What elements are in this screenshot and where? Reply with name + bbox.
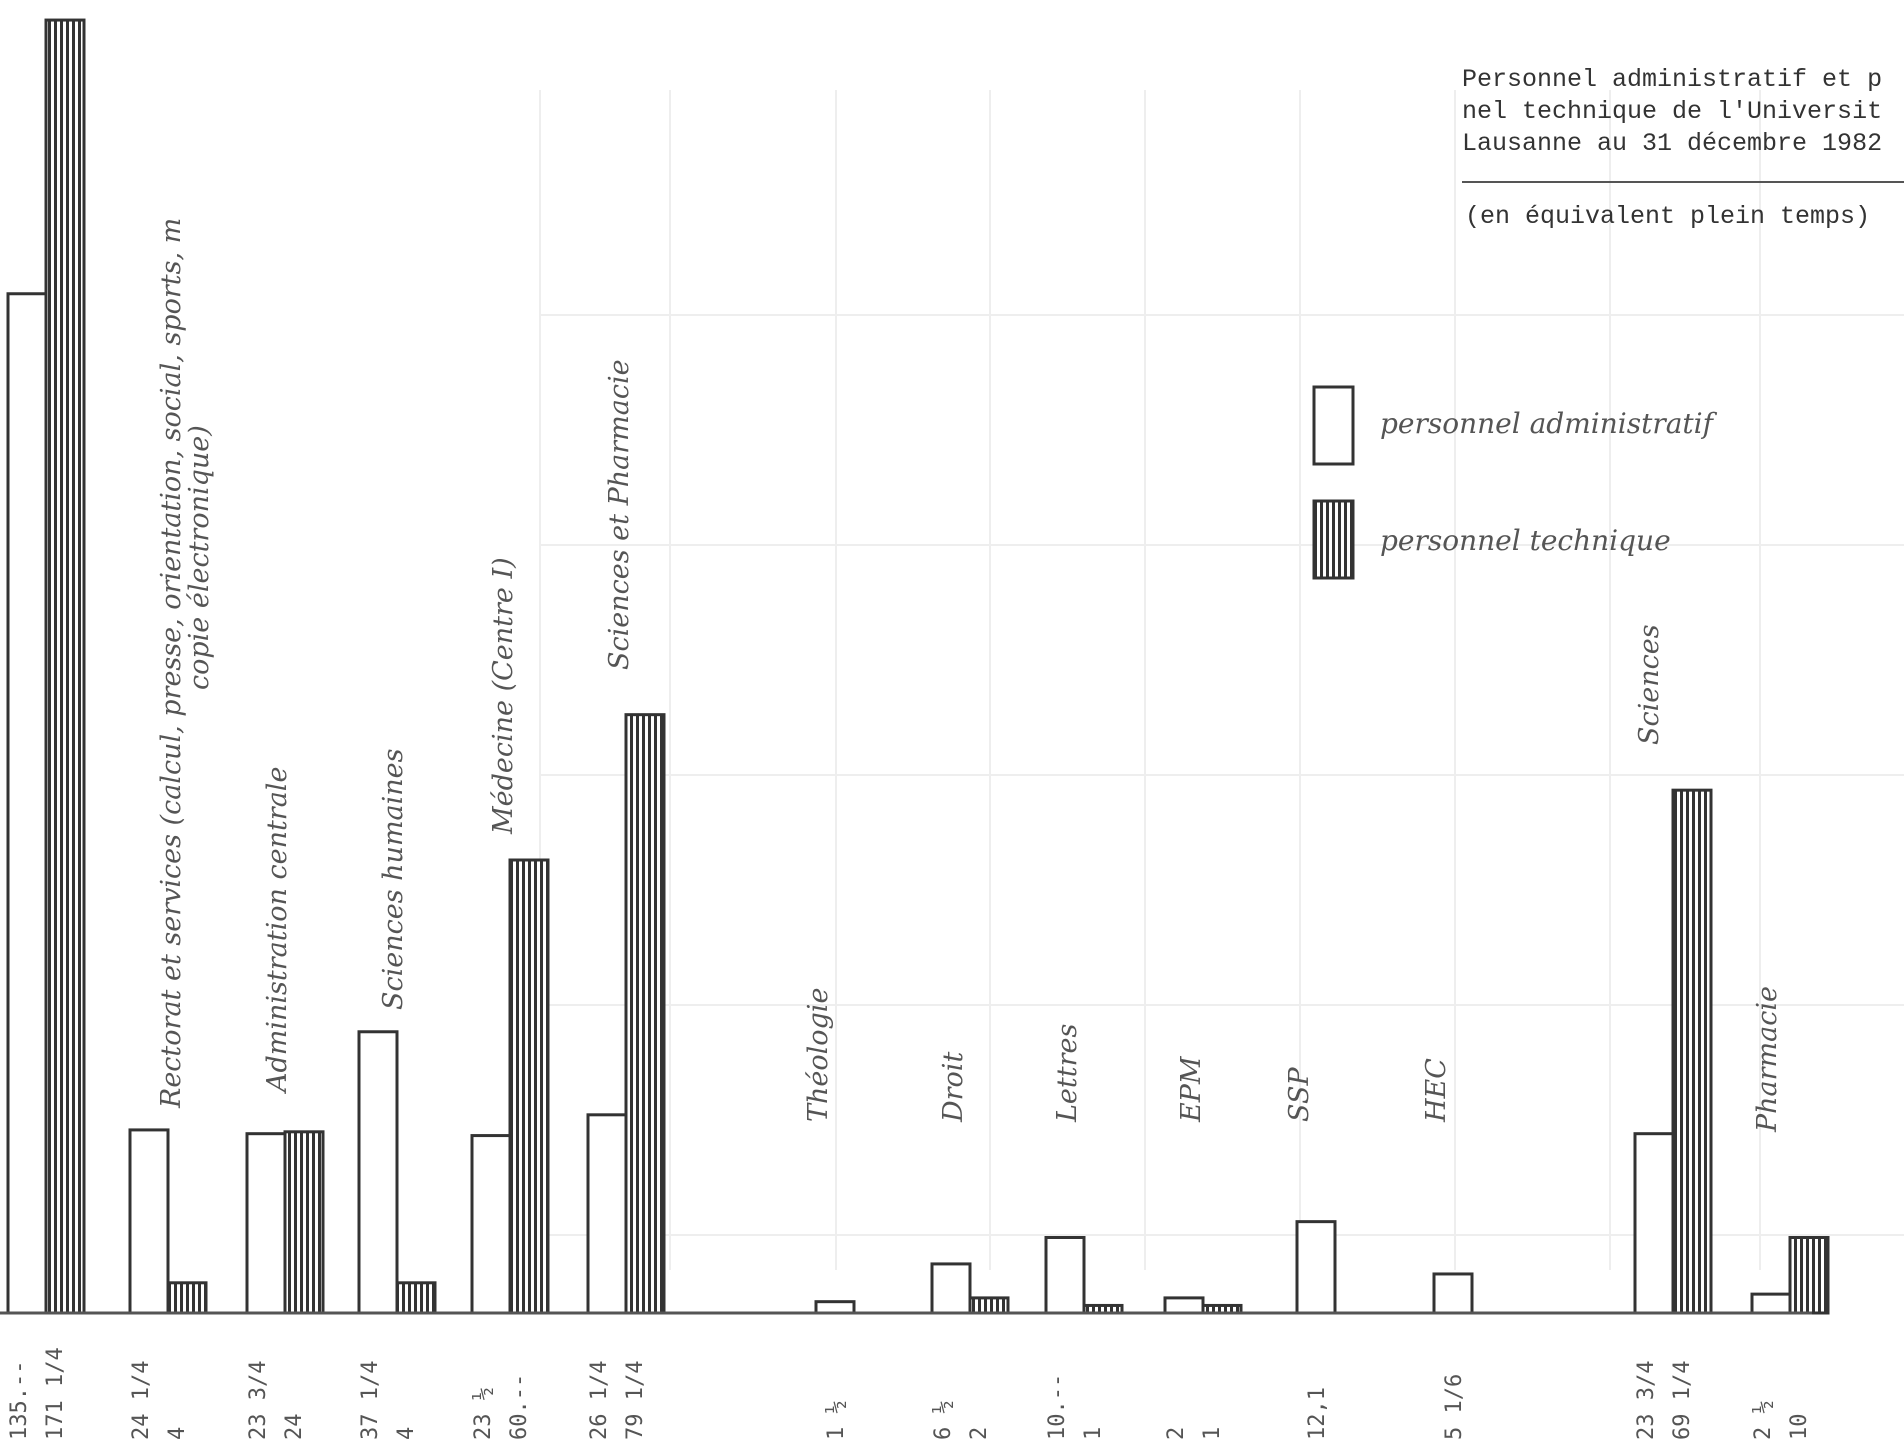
bar-tech <box>166 1281 208 1315</box>
bar-admin <box>930 1262 972 1315</box>
category-label: Sciences et Pharmacie <box>604 359 635 670</box>
value-label-tech: 171 1/4 <box>43 1347 68 1440</box>
category-label: Médecine (Centre I) <box>488 557 519 835</box>
category-label: Lettres <box>1052 1024 1083 1123</box>
category-label: Sciences <box>1634 624 1665 745</box>
value-label-admin: 23 3/4 <box>246 1361 271 1440</box>
chart-subtitle: (en équivalent plein temps) <box>1465 202 1871 231</box>
value-label-admin: 37 1/4 <box>358 1361 383 1440</box>
bar-tech <box>508 858 550 1315</box>
bar-admin <box>245 1132 287 1315</box>
value-label-admin: 1 ½ <box>824 1400 849 1440</box>
legend-swatch-admin <box>1312 385 1355 466</box>
bar-admin <box>1633 1132 1675 1315</box>
category-label: EPM <box>1176 1055 1207 1123</box>
bar-admin <box>586 1113 628 1315</box>
bar-admin <box>357 1030 399 1315</box>
category-labels-layer: Rectorat et services (calcul, presse, or… <box>156 218 1783 1133</box>
bar-tech <box>624 713 666 1315</box>
value-label-tech: 1 <box>1081 1427 1106 1440</box>
value-label-tech: 1 <box>1200 1427 1225 1440</box>
value-label-tech: 10 <box>1787 1414 1812 1441</box>
legend-label-tech: personnel technique <box>1380 524 1671 557</box>
value-label-tech: 60.-- <box>507 1374 532 1440</box>
value-label-tech: 79 1/4 <box>623 1361 648 1440</box>
value-label-admin: 5 1/6 <box>1442 1374 1467 1440</box>
bar-admin <box>1295 1220 1337 1315</box>
value-label-admin: 2 ½ <box>1751 1400 1776 1440</box>
bar-admin <box>1163 1296 1205 1315</box>
value-label-tech: 2 <box>967 1427 992 1440</box>
bar-admin <box>6 292 48 1315</box>
bars-layer <box>6 18 1830 1315</box>
category-label: Droit <box>938 1052 969 1123</box>
bar-admin <box>128 1128 170 1315</box>
bar-tech <box>1788 1236 1830 1315</box>
value-label-admin: 23 3/4 <box>1634 1361 1659 1440</box>
bar-admin <box>814 1300 856 1315</box>
bar-admin <box>1432 1272 1474 1315</box>
category-label: Rectorat et services (calcul, presse, or… <box>156 218 187 1109</box>
bar-admin <box>470 1134 512 1315</box>
category-label: HEC <box>1421 1058 1452 1123</box>
value-labels-layer: 135.-- 171 1/4 24 1/4 4 23 3/4 24 37 1/4 4 23 ½ 6… <box>7 1347 1812 1440</box>
value-label-admin: 135.-- <box>7 1361 32 1440</box>
chart-title: Personnel administratif et p nel techniq… <box>1462 65 1883 158</box>
value-label-admin: 12,1 <box>1305 1387 1330 1440</box>
value-label-admin: 2 <box>1164 1427 1189 1440</box>
value-label-admin: 6 ½ <box>931 1400 956 1440</box>
title-divider <box>1462 181 1904 183</box>
legend: personnel administratif personnel techni… <box>1312 385 1718 580</box>
category-label: Administration centrale <box>262 767 293 1095</box>
category-label-line2: copie électronique) <box>184 425 215 690</box>
value-label-admin: 24 1/4 <box>129 1361 154 1440</box>
bar-tech <box>44 18 86 1315</box>
bar-admin <box>1750 1292 1792 1315</box>
value-label-admin: 23 ½ <box>471 1387 496 1440</box>
bar-tech <box>283 1130 325 1315</box>
category-label: SSP <box>1284 1066 1315 1122</box>
value-label-tech: 24 <box>282 1414 307 1441</box>
bar-admin <box>1044 1236 1086 1315</box>
value-label-admin: 10.-- <box>1045 1374 1070 1440</box>
value-label-tech: 4 <box>394 1427 419 1440</box>
legend-swatch-tech <box>1312 499 1355 580</box>
bar-tech <box>968 1296 1010 1315</box>
value-label-tech: 69 1/4 <box>1670 1361 1695 1440</box>
bar-tech <box>395 1281 437 1315</box>
value-label-tech: 4 <box>165 1427 190 1440</box>
legend-label-admin: personnel administratif <box>1380 407 1718 440</box>
category-label: Théologie <box>803 988 834 1122</box>
category-label: Sciences humaines <box>378 749 409 1011</box>
bar-tech <box>1671 788 1713 1315</box>
value-label-admin: 26 1/4 <box>587 1361 612 1440</box>
category-label: Pharmacie <box>1752 986 1783 1133</box>
